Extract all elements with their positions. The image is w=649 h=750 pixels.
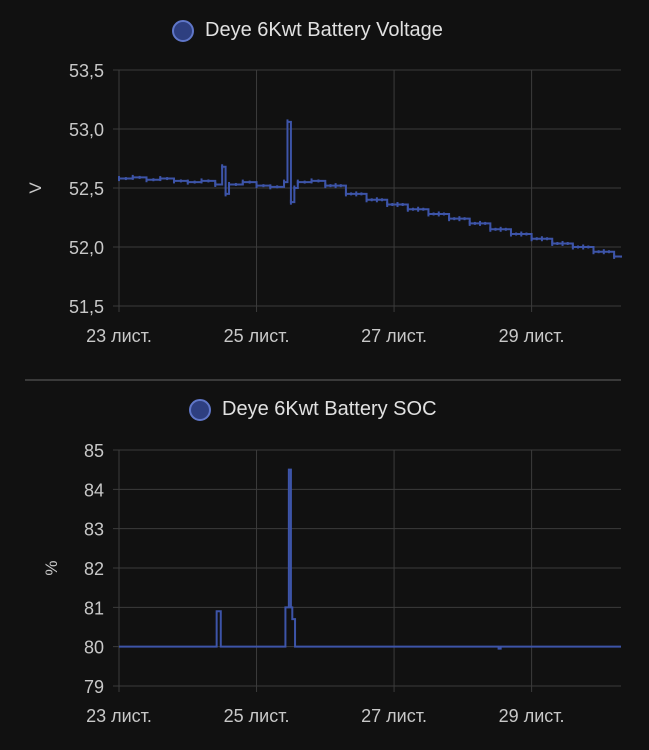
soc-y-tick-label: 79 <box>84 677 104 697</box>
soc-y-tick-label: 83 <box>84 520 104 540</box>
soc-legend-item[interactable]: Deye 6Kwt Battery SOC <box>189 398 437 421</box>
soc-series-line[interactable] <box>119 468 621 650</box>
voltage-chart-panel: Deye 6Kwt Battery Voltage 53,5 53,0 52,5 52… <box>26 19 622 346</box>
voltage-series-ripple <box>118 119 616 259</box>
voltage-y-axis-label: V <box>26 182 45 194</box>
soc-y-axis-label: % <box>42 560 61 575</box>
soc-y-tick-label: 80 <box>84 638 104 658</box>
voltage-x-tick-label: 23 лист. <box>86 326 152 346</box>
soc-y-tick-label: 85 <box>84 441 104 461</box>
voltage-legend-item[interactable]: Deye 6Kwt Battery Voltage <box>172 19 443 42</box>
soc-legend-label: Deye 6Kwt Battery SOC <box>222 398 437 420</box>
voltage-x-tick-label: 27 лист. <box>361 326 427 346</box>
voltage-x-tick-label: 29 лист. <box>499 326 565 346</box>
chart-divider <box>25 379 621 381</box>
soc-y-tick-label: 81 <box>84 598 104 618</box>
voltage-y-tick-label: 51,5 <box>69 297 104 317</box>
soc-legend-swatch <box>189 398 211 421</box>
soc-x-tick-label: 27 лист. <box>361 706 427 726</box>
soc-x-tick-label: 25 лист. <box>224 706 290 726</box>
voltage-legend-label: Deye 6Kwt Battery Voltage <box>205 19 443 41</box>
soc-x-tick-label: 29 лист. <box>499 706 565 726</box>
voltage-x-tick-label: 25 лист. <box>224 326 290 346</box>
voltage-y-tick-label: 52,0 <box>69 238 104 258</box>
soc-x-tick-label: 23 лист. <box>86 706 152 726</box>
soc-y-tick-label: 82 <box>84 559 104 579</box>
voltage-legend-swatch <box>172 19 194 42</box>
voltage-chart: 53,5 53,0 52,5 52,0 51,5 23 лист. 25 лист. 27 л… <box>26 61 622 346</box>
voltage-y-tick-label: 53,5 <box>69 61 104 81</box>
voltage-y-tick-label: 52,5 <box>69 179 104 199</box>
soc-y-tick-label: 84 <box>84 480 104 500</box>
voltage-y-tick-label: 53,0 <box>69 120 104 140</box>
